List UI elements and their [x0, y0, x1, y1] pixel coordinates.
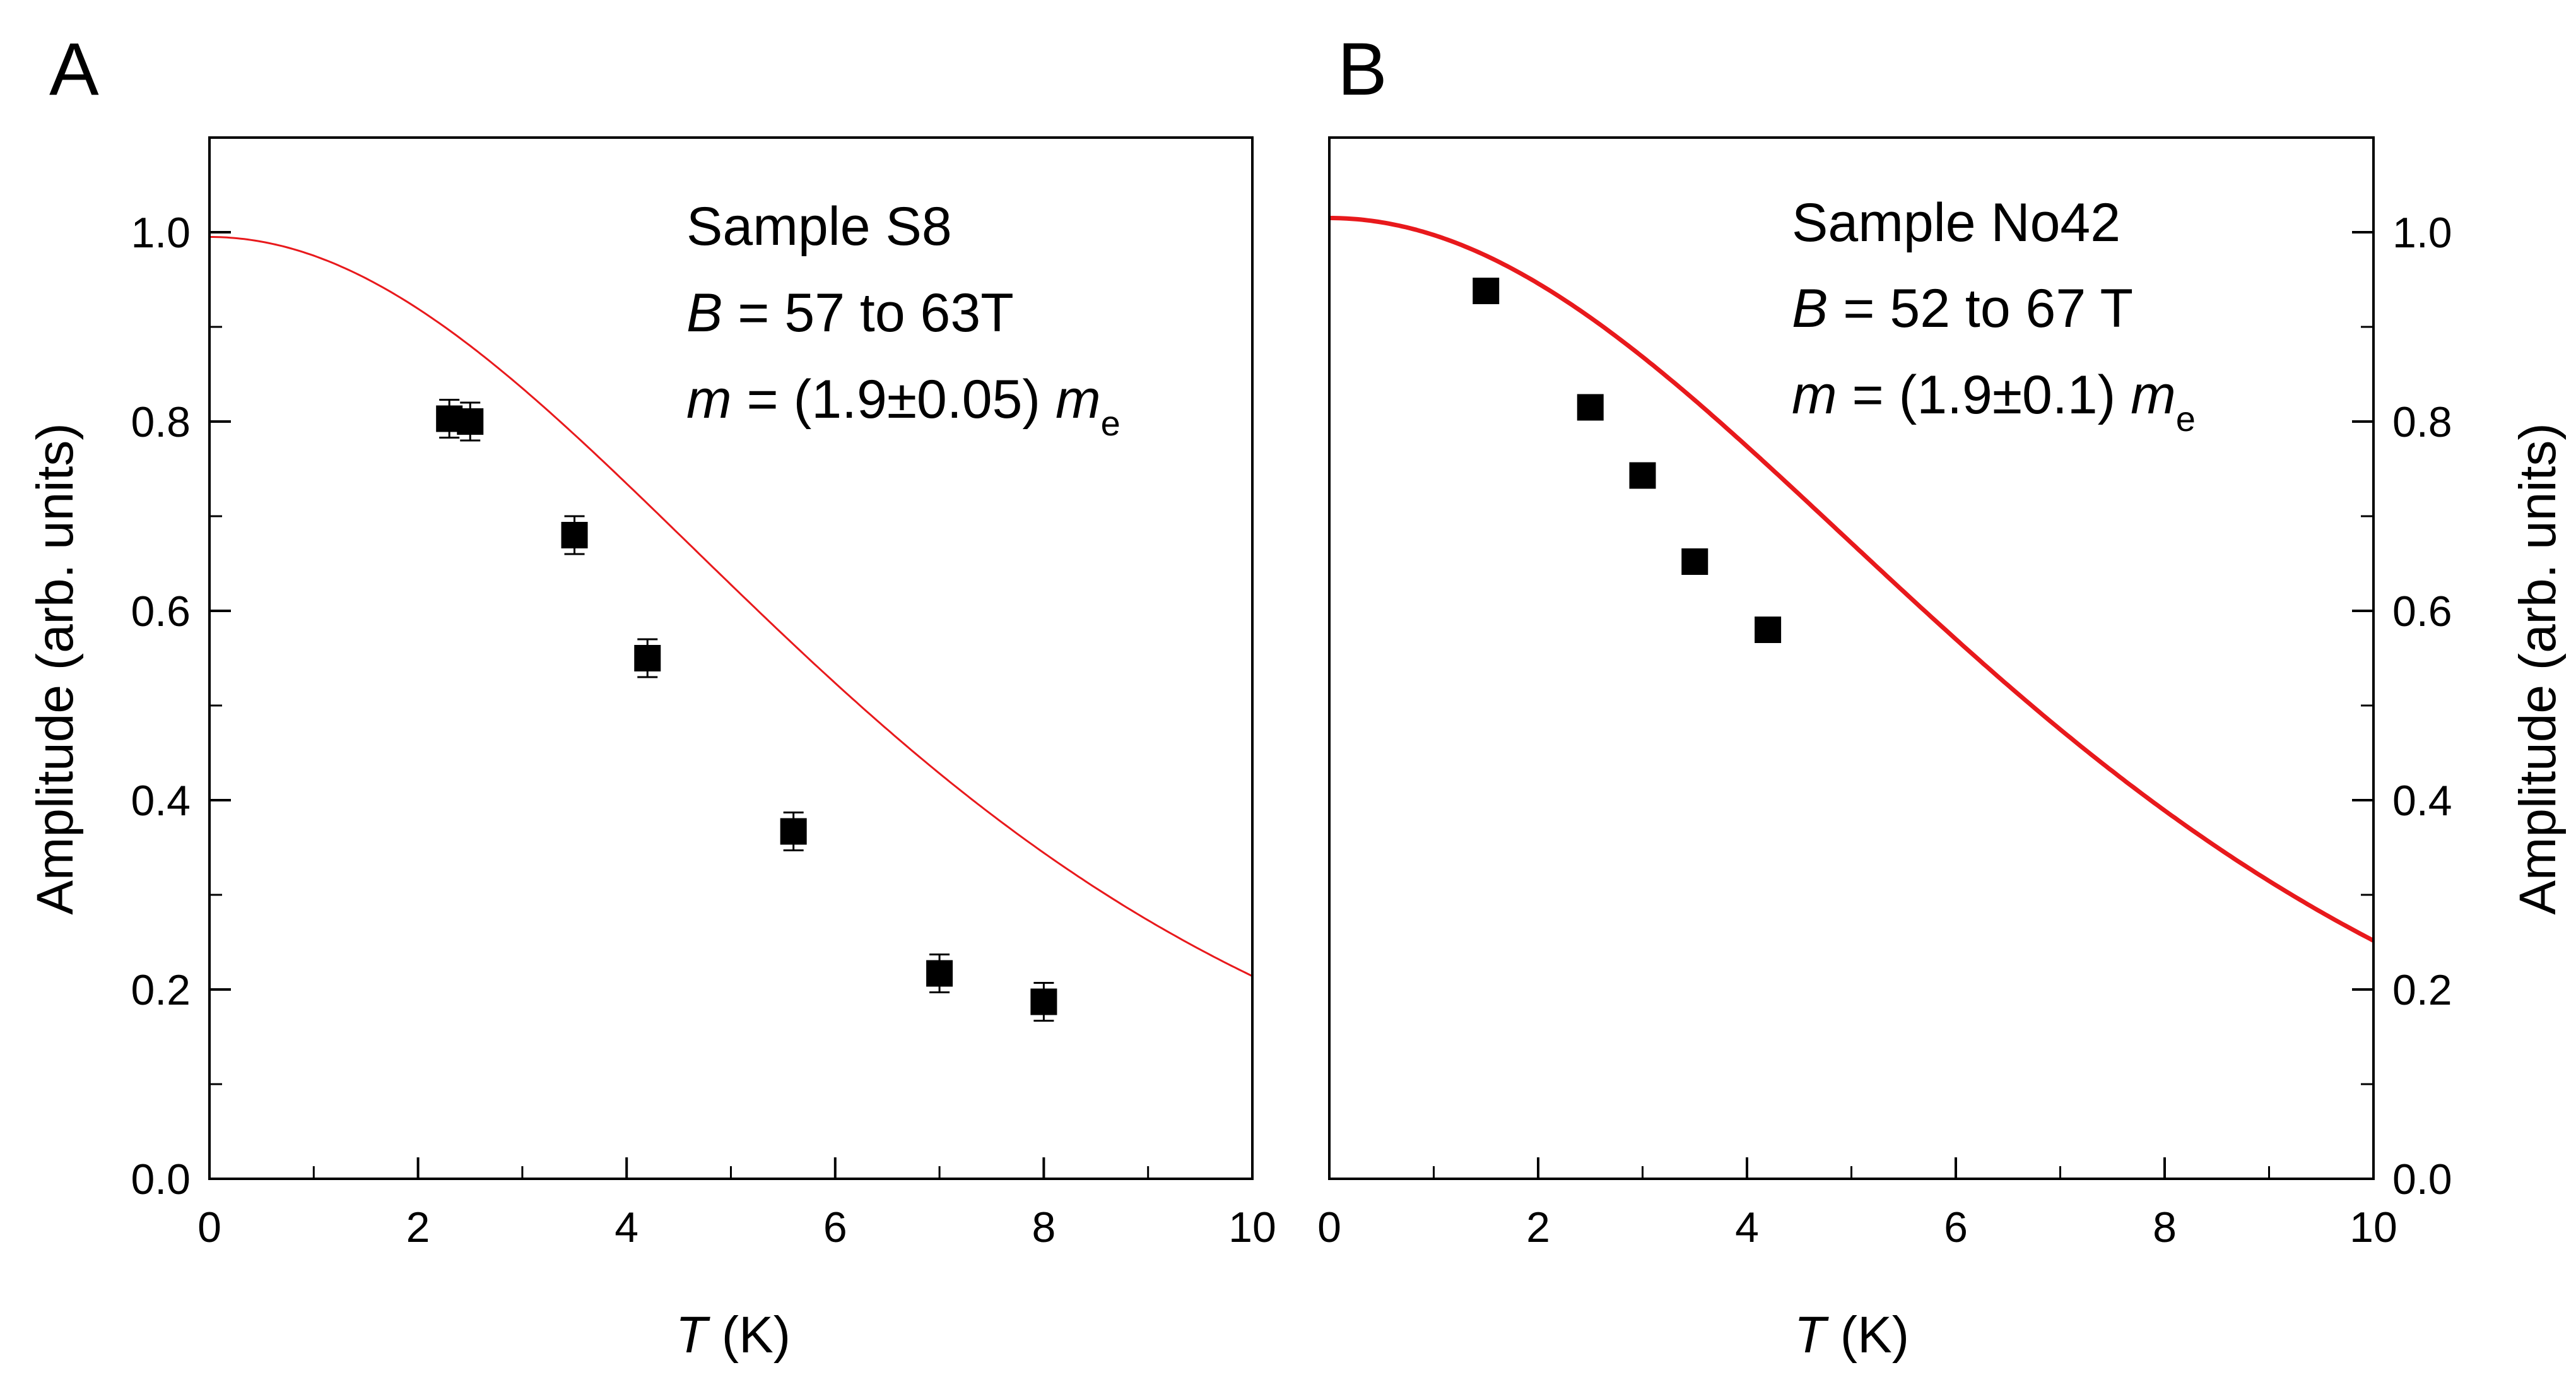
panel-a-y-tick-label: 0.2 — [131, 966, 191, 1014]
panel-b-data-point — [1577, 394, 1604, 421]
panel-b-x-tick-label: 2 — [1526, 1203, 1550, 1251]
panel-a-y-tick-label: 1.0 — [131, 209, 191, 257]
panel-a-x-tick-label: 8 — [1032, 1203, 1056, 1251]
panel-a-data-point — [634, 645, 661, 671]
panel-a-letter: A — [49, 28, 99, 111]
panel-b-y-tick-label: 1.0 — [2392, 209, 2452, 257]
panel-a-x-tick-label: 4 — [615, 1203, 638, 1251]
panel-b-letter: B — [1338, 28, 1387, 111]
panel-a-sample-label: Sample S8 — [686, 196, 952, 257]
panel-a-mass: m = (1.9±0.05) me — [686, 369, 1120, 443]
panel-a-data-point — [457, 408, 484, 435]
panel-a-y-tick-label: 0.4 — [131, 777, 191, 825]
panel-a-fit-curve — [209, 236, 1253, 977]
panel-a-y-tick-label: 0.8 — [131, 398, 191, 446]
panel-a-x-axis-title: T (K) — [676, 1306, 791, 1364]
panel-b-mass: m = (1.9±0.1) me — [1792, 365, 2196, 439]
panel-b-data-point — [1629, 462, 1656, 489]
panel-b-fit-curve — [1329, 216, 2375, 943]
panel-b-field-range: B = 52 to 67 T — [1792, 278, 2133, 339]
panel-a-x-tick-label: 10 — [1228, 1203, 1276, 1251]
panel-b-y-tick-label: 0.6 — [2392, 588, 2452, 635]
panel-b-x-tick-label: 6 — [1944, 1203, 1968, 1251]
panel-b-y-tick-label: 0.8 — [2392, 398, 2452, 446]
panel-a: A 0 2 4 6 8 10 0.0 0.2 0.4 0.6 0.8 1.0 Sample S8 B … — [26, 28, 1276, 1364]
panel-b-x-tick-label: 0 — [1317, 1203, 1341, 1251]
panel-b-data-point — [1755, 617, 1782, 643]
panel-b-y-tick-label: 0.2 — [2392, 966, 2452, 1014]
panel-b-x-axis-title: T (K) — [1794, 1306, 1909, 1364]
panel-a-data-point — [926, 960, 953, 987]
panel-a-x-tick-label: 0 — [197, 1203, 221, 1251]
panel-b-data-point — [1473, 278, 1500, 304]
panel-a-field-range: B = 57 to 63T — [686, 283, 1014, 343]
panel-a-y-tick-label: 0.0 — [131, 1155, 191, 1203]
panel-a-data-point — [780, 818, 807, 845]
panel-a-y-axis-title: Amplitude (arb. units) — [26, 423, 84, 914]
panel-b-x-tick-label: 10 — [2350, 1203, 2397, 1251]
panel-a-data-point — [561, 522, 588, 548]
panel-b-y-axis-title: Amplitude (arb. units) — [2509, 423, 2567, 914]
panel-b-data-point — [1681, 548, 1709, 575]
panel-b-y-tick-label: 0.0 — [2392, 1155, 2452, 1203]
panel-b-x-tick-label: 8 — [2153, 1203, 2177, 1251]
panel-a-x-tick-label: 2 — [406, 1203, 430, 1251]
panel-b-y-tick-label: 0.4 — [2392, 777, 2452, 825]
panel-a-y-tick-label: 0.6 — [131, 588, 191, 635]
panel-b: B 0 2 4 6 8 100.00.20.40.60.81.0 Sample No42 … — [1317, 28, 2567, 1364]
panel-b-sample-label: Sample No42 — [1792, 192, 2120, 253]
panel-a-data-point — [1030, 988, 1057, 1015]
panel-b-x-tick-label: 4 — [1735, 1203, 1759, 1251]
panel-a-x-tick-label: 6 — [823, 1203, 847, 1251]
